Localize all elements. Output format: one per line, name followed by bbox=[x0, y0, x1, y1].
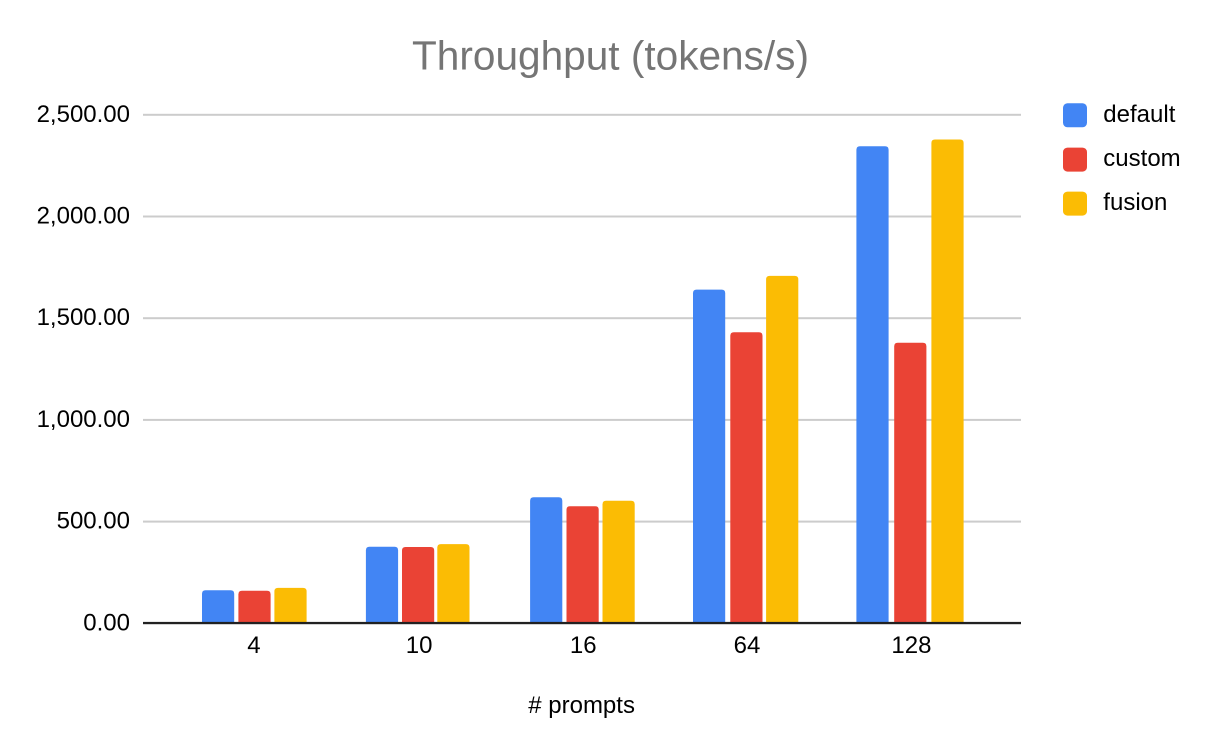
svg-text:2,000.00: 2,000.00 bbox=[37, 203, 130, 230]
svg-text:128: 128 bbox=[891, 632, 931, 659]
svg-text:16: 16 bbox=[570, 632, 597, 659]
svg-text:10: 10 bbox=[406, 632, 433, 659]
svg-text:custom: custom bbox=[1103, 145, 1180, 172]
svg-text:500.00: 500.00 bbox=[57, 508, 130, 535]
svg-text:1,000.00: 1,000.00 bbox=[37, 406, 130, 433]
svg-text:4: 4 bbox=[247, 632, 260, 659]
svg-text:fusion: fusion bbox=[1103, 189, 1167, 216]
svg-text:# prompts: # prompts bbox=[528, 692, 635, 719]
svg-text:1,500.00: 1,500.00 bbox=[37, 304, 130, 331]
svg-text:Throughput (tokens/s): Throughput (tokens/s) bbox=[412, 33, 809, 79]
svg-text:default: default bbox=[1103, 101, 1175, 128]
svg-text:64: 64 bbox=[734, 632, 761, 659]
svg-text:2,500.00: 2,500.00 bbox=[37, 101, 130, 128]
svg-text:0.00: 0.00 bbox=[83, 609, 130, 636]
